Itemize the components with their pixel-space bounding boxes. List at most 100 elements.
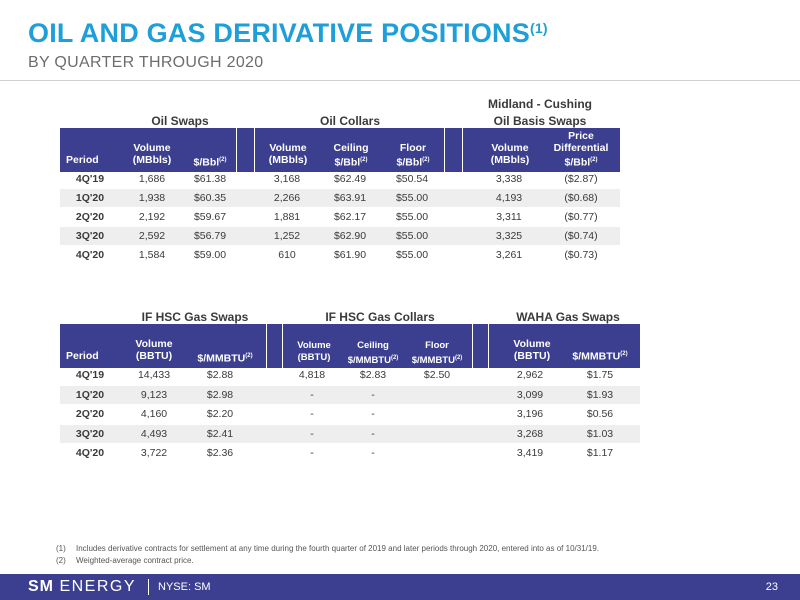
- oil-cell-basis-vol: 3,311: [496, 211, 522, 223]
- oil-cell-swap-vol: 1,938: [138, 192, 166, 204]
- gas-cell-period: 3Q'20: [75, 427, 105, 440]
- gas-col-swap-price: $/MMBTU(2): [197, 352, 253, 365]
- waha-col-price: $/MMBTU(2): [572, 350, 628, 363]
- gas-cell-swap-vol: 4,160: [140, 408, 168, 420]
- gas-cell-period: 2Q'20: [75, 408, 105, 420]
- gas-cell-waha-price: $1.03: [586, 427, 614, 440]
- oil-col-period: Period: [66, 154, 99, 166]
- oil-header-separator: [236, 128, 237, 172]
- gas-cell-ceiling: -: [371, 388, 375, 401]
- gas-cell-swap-price: $2.20: [206, 408, 234, 420]
- oil-col-swap-price: $/Bbl(2): [193, 156, 227, 169]
- oil-cell-period: 4Q'20: [75, 249, 105, 261]
- title-divider: [0, 80, 800, 81]
- oil-cell-swap-price: $56.79: [193, 230, 227, 242]
- oil-header-separator: [462, 128, 463, 172]
- oil-cell-basis-vol: 3,261: [495, 249, 523, 261]
- gas-cell-waha-vol: 3,419: [516, 447, 544, 459]
- gas-col-period: Period: [66, 350, 99, 362]
- oil-swaps-group-heading: Oil Swaps: [151, 114, 209, 128]
- oil-cell-col-vol: 610: [278, 249, 296, 261]
- gas-header-separator: [266, 324, 267, 368]
- footer-divider: [148, 579, 149, 595]
- gas-cell-swap-vol: 3,722: [140, 447, 168, 459]
- oil-cell-ceiling: $61.90: [333, 249, 367, 261]
- oil-cell-floor: $50.54: [395, 173, 429, 185]
- oil-cell-diff: ($0.74): [564, 230, 598, 242]
- gas-cell-swap-vol: 9,123: [140, 388, 168, 401]
- gas-cell-floor: $2.50: [423, 369, 451, 381]
- oil-cell-diff: ($0.68): [564, 192, 598, 204]
- oil-col-swap-volume: Volume (MBbls): [132, 142, 172, 166]
- oil-cell-floor: $55.00: [395, 230, 429, 242]
- page-title: OIL AND GAS DERIVATIVE POSITIONS(1): [28, 18, 548, 48]
- gas-cell-waha-vol: 3,268: [516, 427, 544, 440]
- gas-table-row: [60, 385, 640, 404]
- oil-cell-swap-price: $59.67: [193, 211, 227, 223]
- oil-cell-basis-vol: 4,193: [495, 192, 523, 204]
- gas-col-collar-volume: Volume (BBTU): [297, 340, 331, 363]
- oil-basis-group-heading-line2: Oil Basis Swaps: [493, 114, 587, 128]
- oil-table-row: [60, 189, 620, 207]
- gas-col-swap-volume: Volume (BBTU): [135, 338, 173, 362]
- gas-header-separator: [488, 324, 489, 368]
- waha-swaps-group-heading: WAHA Gas Swaps: [516, 310, 620, 324]
- oil-col-ceiling: Ceiling $/Bbl(2): [333, 142, 369, 169]
- oil-cell-ceiling: $62.17: [333, 211, 367, 223]
- oil-cell-period: 4Q'19: [75, 173, 105, 185]
- gas-cell-col-vol: -: [310, 408, 314, 420]
- footer-bar: SM ENERGY NYSE: SM 23: [0, 574, 800, 600]
- gas-cell-ceiling: $2.83: [359, 369, 387, 381]
- oil-cell-swap-price: $60.35: [193, 192, 227, 204]
- gas-col-ceiling: Ceiling $/MMBTU(2): [347, 340, 399, 367]
- oil-cell-period: 3Q'20: [75, 230, 105, 242]
- ticker-label: NYSE: SM: [158, 581, 211, 593]
- oil-col-basis-volume: Volume (MBbls): [490, 142, 530, 166]
- gas-header-separator: [282, 324, 283, 368]
- waha-col-volume: Volume (BBTU): [513, 338, 551, 362]
- gas-cell-swap-vol: 4,493: [140, 427, 168, 440]
- footnote-1: (1) Includes derivative contracts for set…: [56, 544, 599, 553]
- oil-header-separator: [444, 128, 445, 172]
- gas-cell-swap-vol: 14,433: [137, 369, 171, 381]
- oil-cell-swap-vol: 1,686: [138, 173, 166, 185]
- gas-cell-ceiling: -: [371, 447, 375, 459]
- page-subtitle: BY QUARTER THROUGH 2020: [28, 54, 264, 71]
- gas-cell-swap-price: $2.98: [206, 388, 234, 401]
- gas-cell-ceiling: -: [371, 408, 375, 420]
- page-number: 23: [765, 581, 778, 593]
- gas-cell-col-vol: -: [310, 447, 314, 459]
- gas-cell-waha-vol: 2,962: [516, 369, 544, 381]
- oil-cell-diff: ($0.73): [564, 249, 598, 261]
- oil-basis-group-heading-line1: Midland - Cushing: [488, 97, 592, 111]
- oil-cell-col-vol: 1,881: [273, 211, 301, 223]
- oil-collars-group-heading: Oil Collars: [319, 114, 381, 128]
- oil-cell-col-vol: 2,266: [273, 192, 301, 204]
- gas-cell-waha-price: $1.93: [586, 388, 614, 401]
- oil-cell-floor: $55.00: [395, 249, 429, 261]
- oil-cell-swap-price: $59.00: [193, 249, 227, 261]
- oil-cell-ceiling: $63.91: [333, 192, 367, 204]
- gas-table-row: [60, 424, 640, 443]
- oil-cell-swap-vol: 1,584: [138, 249, 166, 261]
- gas-col-floor: Floor $/MMBTU(2): [411, 340, 463, 367]
- oil-cell-diff: ($0.77): [564, 211, 598, 223]
- oil-col-collar-volume: Volume (MBbls): [268, 142, 308, 166]
- gas-cell-col-vol: -: [310, 427, 314, 440]
- gas-header-separator: [472, 324, 473, 368]
- oil-table-row: [60, 227, 620, 245]
- oil-cell-ceiling: $62.49: [333, 173, 367, 185]
- gas-cell-waha-price: $0.56: [586, 408, 614, 420]
- oil-cell-floor: $55.00: [395, 192, 429, 204]
- gas-swaps-group-heading: IF HSC Gas Swaps: [141, 310, 249, 324]
- oil-cell-swap-price: $61.38: [193, 173, 227, 185]
- oil-cell-period: 2Q'20: [75, 211, 105, 223]
- gas-cell-swap-price: $2.88: [206, 369, 234, 381]
- gas-cell-waha-vol: 3,196: [516, 408, 544, 420]
- oil-cell-swap-vol: 2,592: [138, 230, 166, 242]
- gas-cell-period: 4Q'19: [75, 369, 105, 381]
- oil-cell-diff: ($2.87): [564, 173, 598, 185]
- gas-cell-ceiling: -: [371, 427, 375, 440]
- oil-cell-basis-vol: 3,338: [495, 173, 523, 185]
- gas-cell-col-vol: 4,818: [298, 369, 326, 381]
